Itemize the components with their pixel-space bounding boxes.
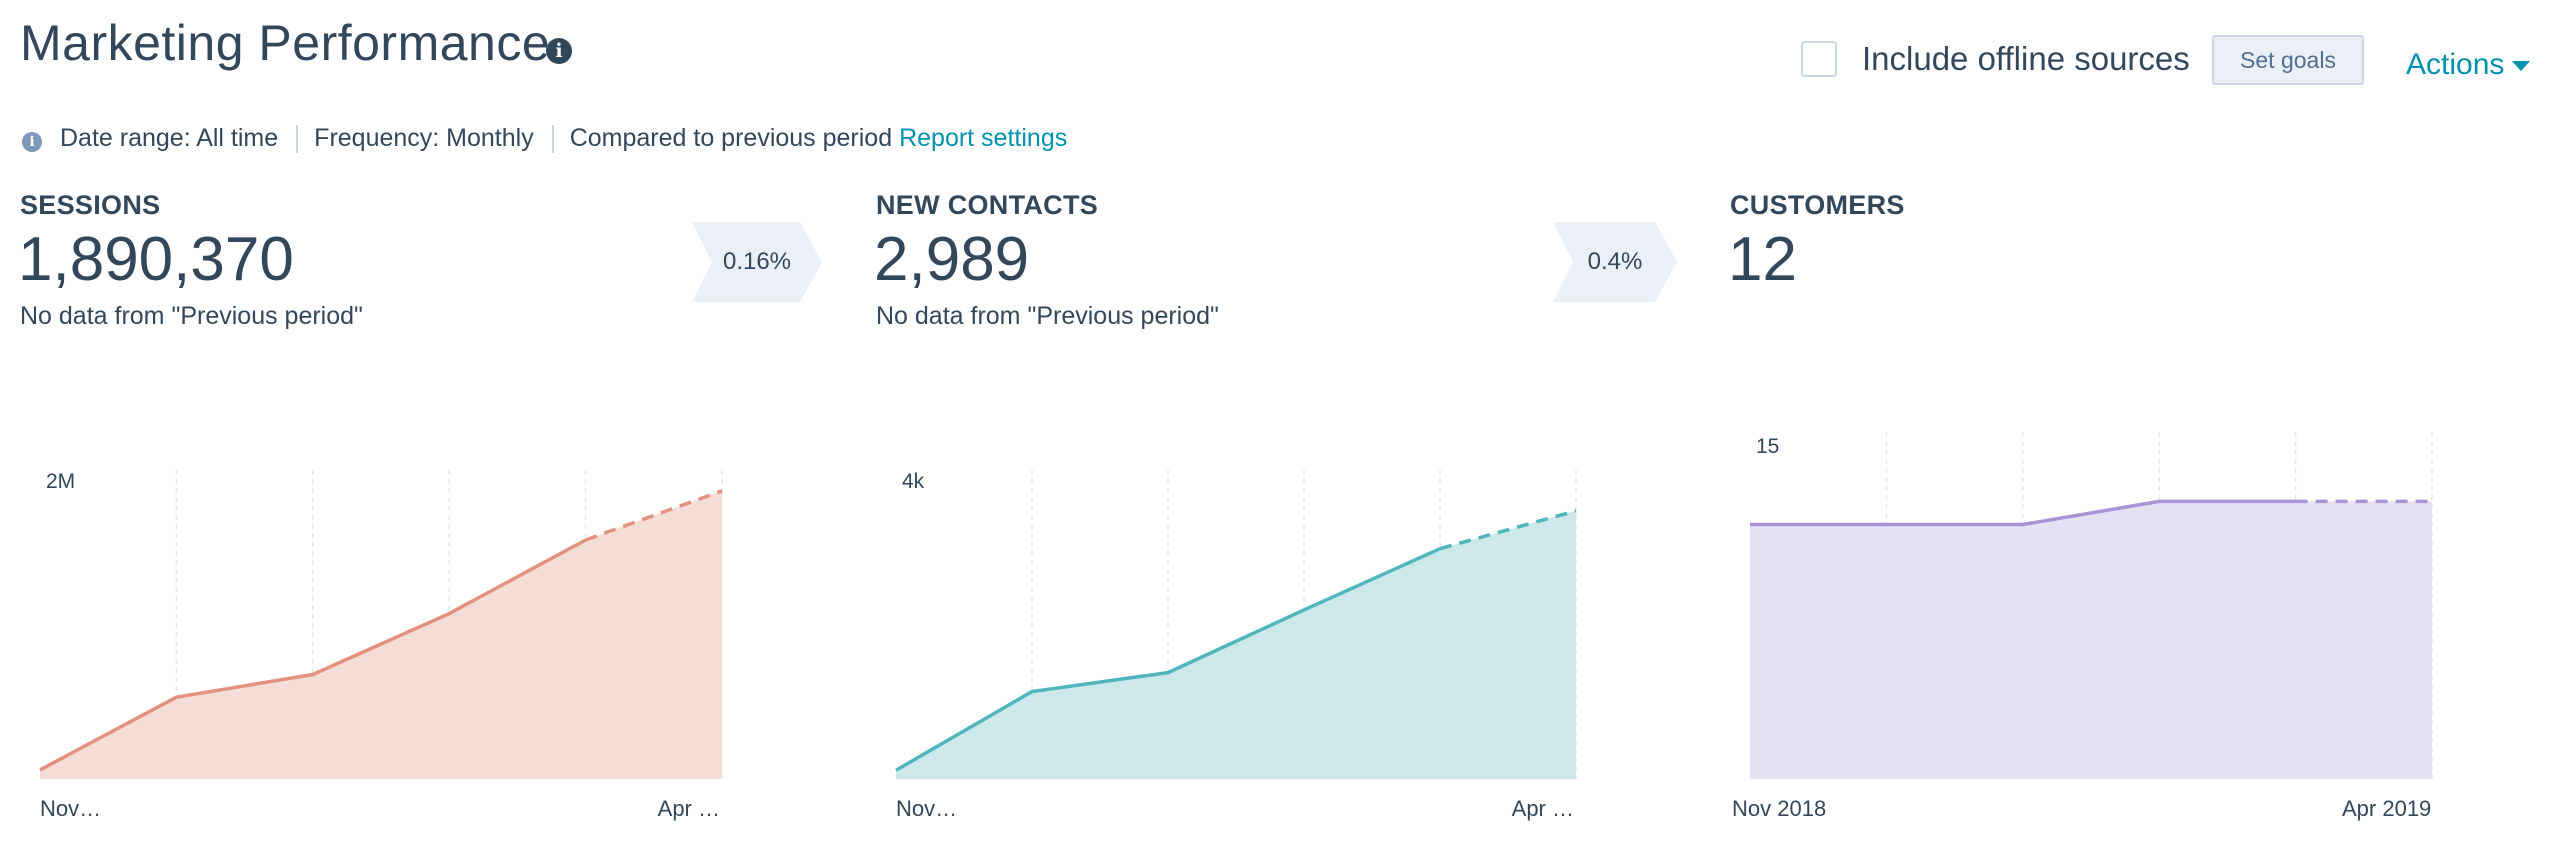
contacts-x-tick-end: Apr …: [1512, 796, 1574, 821]
sessions-projected-line: [585, 489, 723, 542]
new-contacts-value: 2,989: [874, 225, 1030, 294]
sessions-to-contacts-rate: 0.16%: [692, 222, 822, 302]
sessions-note: No data from "Previous period": [20, 302, 363, 330]
customers-label: CUSTOMERS: [1730, 190, 1905, 220]
divider: [551, 125, 554, 154]
date-range-filter: Date range: All time: [60, 124, 279, 152]
customers-y-tick-label: 15: [1756, 435, 1779, 458]
new-contacts-label: NEW CONTACTS: [876, 190, 1099, 220]
filter-info-icon[interactable]: i: [22, 132, 42, 152]
chevron-badge-shape: [1553, 222, 1677, 302]
info-icon[interactable]: i: [546, 38, 572, 64]
customers-x-tick-end: Apr 2019: [2342, 796, 2431, 821]
new-contacts-note: No data from "Previous period": [876, 302, 1219, 330]
actions-label: Actions: [2406, 48, 2505, 81]
caret-down-icon: [2512, 61, 2531, 72]
page-title: Marketing Performance: [20, 15, 551, 71]
customers-value: 12: [1728, 225, 1797, 294]
customers-x-tick-start: Nov 2018: [1732, 796, 1826, 821]
comparison-filter: Compared to previous period: [569, 124, 893, 152]
chevron-badge-shape: [692, 222, 822, 302]
report-filters: Date range: All time Frequency: Monthly Co…: [60, 124, 1068, 154]
contacts-x-tick-start: Nov…: [896, 796, 957, 821]
frequency-filter: Frequency: Monthly: [314, 124, 534, 152]
include-offline-label[interactable]: Include offline sources: [1862, 40, 2190, 77]
set-goals-button[interactable]: Set goals: [2212, 35, 2364, 85]
contacts-projected-line: [1439, 509, 1577, 551]
contacts-area: [896, 510, 1576, 779]
conversion-rate: 0.16%: [722, 248, 792, 275]
report-settings-link[interactable]: Report settings: [899, 124, 1068, 152]
sessions-label: SESSIONS: [20, 190, 161, 220]
actions-dropdown[interactable]: Actions: [2406, 48, 2531, 82]
contacts-y-tick-label: 4k: [902, 470, 925, 493]
conversion-rate: 0.4%: [1587, 248, 1643, 275]
sessions-value: 1,890,370: [18, 225, 294, 294]
sessions-x-tick-end: Apr …: [658, 796, 720, 821]
divider: [296, 125, 299, 154]
sessions-x-tick-start: Nov…: [40, 796, 101, 821]
include-offline-checkbox[interactable]: [1801, 41, 1837, 77]
customers-area: [1750, 501, 2432, 779]
sessions-area: [40, 490, 722, 779]
sessions-y-tick-label: 2M: [46, 470, 75, 493]
contacts-to-customers-rate: 0.4%: [1553, 222, 1677, 302]
